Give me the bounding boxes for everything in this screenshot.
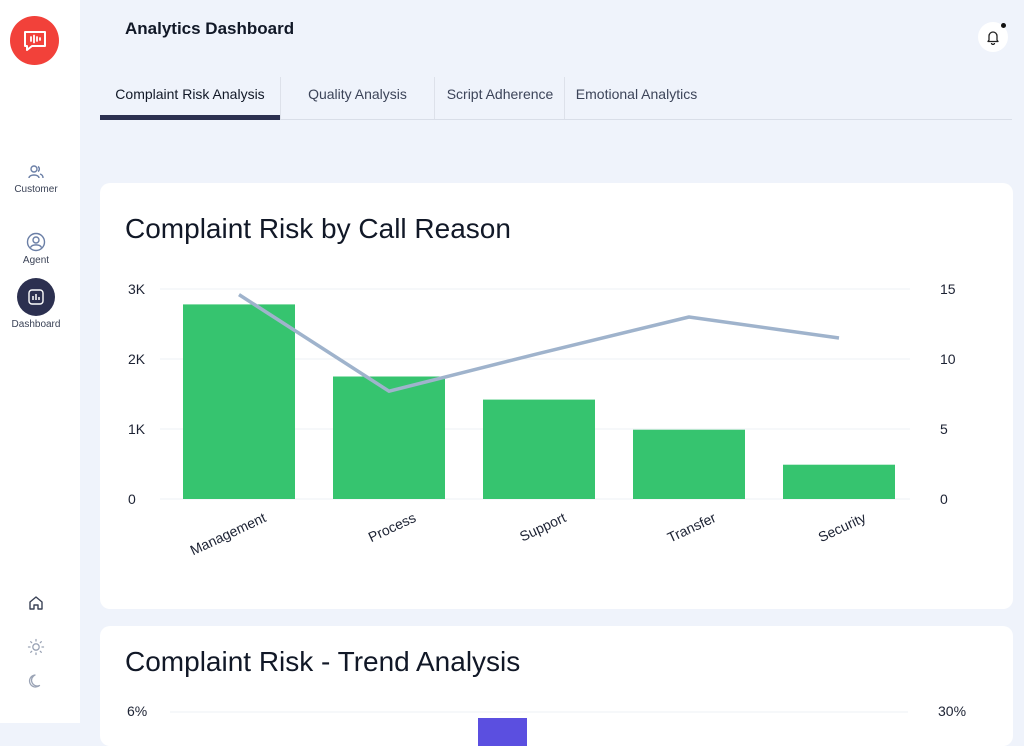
sidebar-item-label: Customer (14, 184, 58, 195)
x-tick-label: Management (187, 509, 268, 558)
moon-icon[interactable] (27, 672, 45, 690)
y-tick-label: 3K (128, 281, 146, 297)
x-tick-label: Process (366, 509, 419, 545)
x-tick-label: Support (517, 509, 568, 544)
bell-icon (987, 31, 999, 45)
x-tick-label: Security (816, 509, 869, 545)
notifications-button[interactable] (978, 22, 1008, 52)
sidebar-item-label: Dashboard (11, 319, 61, 330)
dashboard-active-indicator (17, 278, 55, 316)
sidebar-item-label: Agent (22, 255, 50, 266)
app-logo[interactable] (10, 16, 59, 65)
tab-script-adherence[interactable]: Script Adherence (446, 86, 554, 102)
user-circle-icon (26, 232, 46, 252)
y2-tick-label: 0 (940, 491, 948, 507)
y-tick-label: 6% (127, 703, 147, 719)
y2-tick-label: 10 (940, 351, 956, 367)
complaint-risk-trend-card: Complaint Risk - Trend Analysis 6% 30% (100, 626, 1013, 746)
risk-rate-line (238, 293, 840, 393)
tab-divider (280, 77, 281, 119)
sidebar: Customer Agent Dashboard (0, 0, 80, 723)
trend-chart: 6% 30% (127, 703, 966, 746)
bar (183, 304, 295, 499)
tab-bar: Complaint Risk Analysis Quality Analysis… (100, 77, 1012, 120)
home-icon[interactable] (27, 594, 45, 612)
users-icon (28, 165, 44, 179)
bar (633, 429, 745, 499)
sun-icon[interactable] (27, 638, 45, 656)
bar-chart-icon (28, 289, 44, 305)
y2-tick-label: 30% (938, 703, 966, 719)
bar (783, 464, 895, 499)
chart-title: Complaint Risk by Call Reason (125, 213, 511, 244)
tab-complaint-risk-analysis[interactable]: Complaint Risk Analysis (100, 77, 280, 120)
y-tick-label: 1K (128, 421, 146, 437)
tab-divider (564, 77, 565, 119)
tab-quality-analysis[interactable]: Quality Analysis (308, 86, 407, 102)
chart-title: Complaint Risk - Trend Analysis (125, 646, 521, 677)
complaint-risk-by-reason-card: Complaint Risk by Call Reason 0 1K 2K 3K 0 5 1… (100, 183, 1013, 609)
sidebar-item-agent[interactable]: Agent (0, 232, 72, 266)
y2-tick-label: 5 (940, 421, 948, 437)
tab-emotional-analytics[interactable]: Emotional Analytics (575, 86, 698, 102)
y-tick-label: 2K (128, 351, 146, 367)
chat-waveform-icon (23, 30, 46, 51)
y2-tick-label: 15 (940, 281, 956, 297)
page-title: Analytics Dashboard (125, 19, 295, 38)
sidebar-item-customer[interactable]: Customer (0, 163, 72, 195)
bar (483, 399, 595, 499)
bar (333, 376, 445, 499)
notification-dot (1001, 23, 1006, 28)
trend-bar (478, 718, 527, 746)
complaint-risk-bar-chart: 0 1K 2K 3K 0 5 10 15 Management Process Support Tra… (128, 281, 956, 558)
tab-divider (434, 77, 435, 119)
x-tick-label: Transfer (665, 509, 719, 545)
y-tick-label: 0 (128, 491, 136, 507)
sidebar-item-dashboard[interactable]: Dashboard (0, 278, 72, 330)
